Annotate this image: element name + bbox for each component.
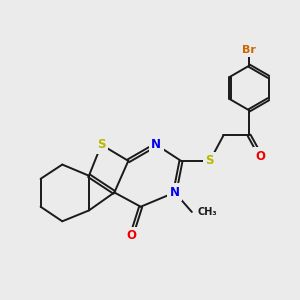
Text: Br: Br: [242, 45, 256, 55]
Text: N: N: [151, 138, 161, 151]
Text: O: O: [126, 230, 136, 242]
Text: N: N: [170, 186, 180, 199]
Text: S: S: [206, 154, 214, 167]
Text: O: O: [256, 150, 266, 163]
Text: CH₃: CH₃: [197, 207, 217, 217]
Text: S: S: [97, 138, 106, 151]
